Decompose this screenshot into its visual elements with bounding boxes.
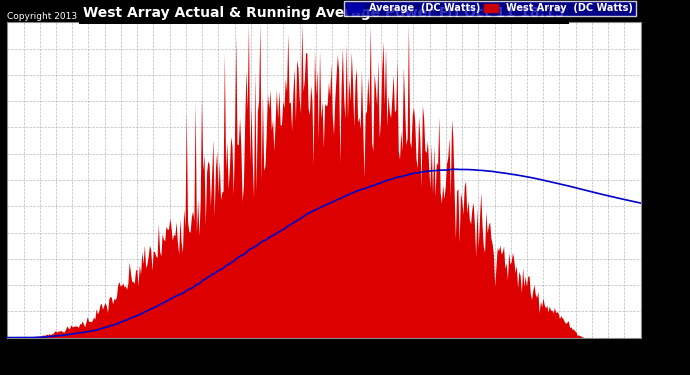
Text: Copyright 2013 Cartronics.com: Copyright 2013 Cartronics.com xyxy=(8,12,148,21)
Title: West Array Actual & Running Average Power Fri Oct 11 18:15: West Array Actual & Running Average Powe… xyxy=(83,6,564,20)
Legend: Average  (DC Watts), West Array  (DC Watts): Average (DC Watts), West Array (DC Watts… xyxy=(344,0,635,16)
